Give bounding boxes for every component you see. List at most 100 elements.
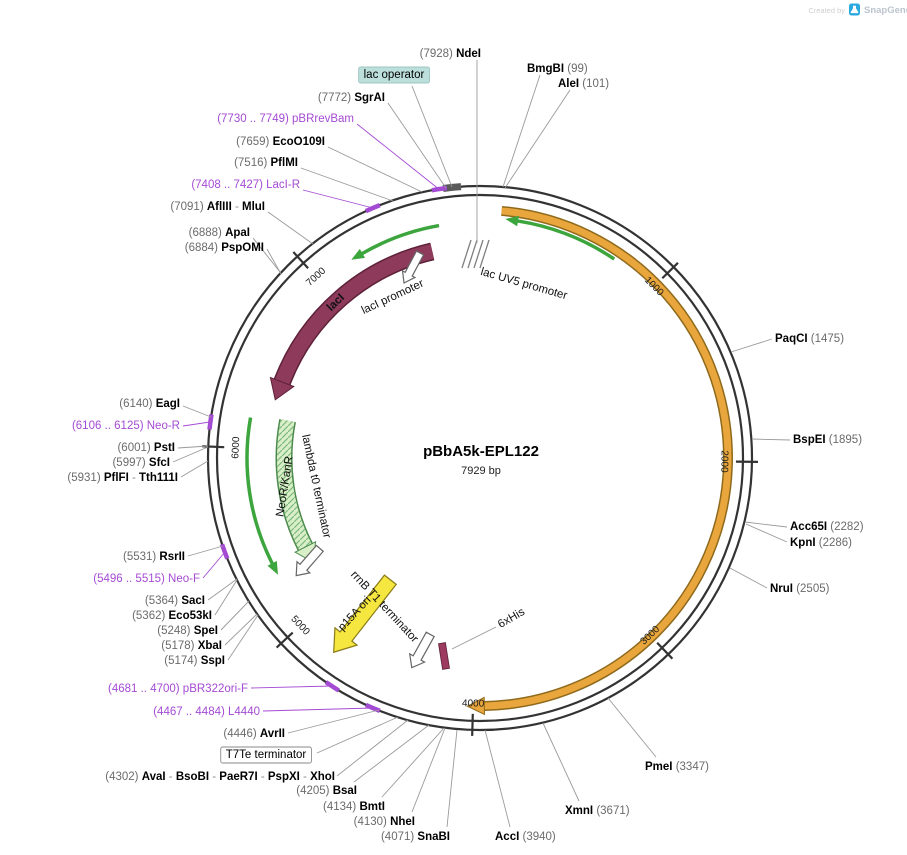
label-PmeI[interactable]: PmeI (3347) xyxy=(645,761,709,773)
label-Eco53kI[interactable]: (5362) Eco53kI xyxy=(132,610,212,622)
leader-line xyxy=(220,600,250,631)
label-KpnI[interactable]: KpnI (2286) xyxy=(790,537,852,549)
svg-text:KpnI (2286): KpnI (2286) xyxy=(790,537,852,549)
label-PaqCI[interactable]: PaqCI (1475) xyxy=(775,333,844,345)
leader-line xyxy=(504,89,571,189)
label-NruI[interactable]: NruI (2505) xyxy=(770,583,830,595)
label-SspI[interactable]: (5174) SspI xyxy=(164,655,225,667)
orf-frame-top[interactable] xyxy=(505,215,616,261)
lac-UV5-promoter[interactable]: lac UV5 promoter xyxy=(461,239,569,302)
scale-tick xyxy=(292,251,309,270)
leader-line xyxy=(381,727,445,798)
leader-line xyxy=(300,167,394,202)
scale-label: 4000 xyxy=(462,698,485,710)
label-SnaBI[interactable]: (4071) SnaBI xyxy=(381,831,450,843)
lac-UV5-promoter-label: lac UV5 promoter xyxy=(479,266,568,302)
label-AleI[interactable]: AleI (101) xyxy=(558,78,609,90)
6xHis-tag[interactable]: 6xHis xyxy=(438,606,528,670)
label-XmnI[interactable]: XmnI (3671) xyxy=(565,805,630,817)
orf-frame-upper-left[interactable] xyxy=(351,223,440,260)
leader-line xyxy=(182,421,211,427)
label-AvrII[interactable]: (4446) AvrII xyxy=(223,728,285,740)
svg-text:(5362) Eco53kI: (5362) Eco53kI xyxy=(132,610,212,622)
leader-line xyxy=(207,578,238,601)
svg-text:(5248) SpeI: (5248) SpeI xyxy=(157,625,218,637)
label-L4440[interactable]: (4467 .. 4484) L4440 xyxy=(153,706,260,718)
leader-line xyxy=(411,727,446,813)
label-PflFI-Tth111I[interactable]: (5931) PflFI - Tth111I xyxy=(67,472,178,484)
label-XbaI[interactable]: (5178) XbaI xyxy=(161,640,222,652)
svg-text:(7408 .. 7427) LacI-R: (7408 .. 7427) LacI-R xyxy=(191,179,300,191)
scale-label: 2000 xyxy=(718,450,729,473)
label-AvaI-BsoBI-PaeR7I-PspXI-XhoI[interactable]: (4302) AvaI - BsoBI - PaeR7I - PspXI - X… xyxy=(105,771,335,783)
label-AccI[interactable]: AccI (3940) xyxy=(495,831,556,843)
leader-line xyxy=(224,613,258,646)
scale-tick xyxy=(656,642,674,660)
leader-line xyxy=(411,85,453,188)
label-AflIII-MluI[interactable]: (7091) AflIII - MluI xyxy=(170,201,265,213)
svg-text:(6888) ApaI: (6888) ApaI xyxy=(189,227,250,239)
leader-line xyxy=(266,248,282,275)
label-pBR322ori-F[interactable]: (4681 .. 4700) pBR322ori-F xyxy=(108,683,248,695)
leader-line xyxy=(287,709,380,734)
primer-mark-Neo-R xyxy=(207,414,214,430)
label-PstI[interactable]: (6001) PstI xyxy=(117,442,175,454)
label-SpeI[interactable]: (5248) SpeI xyxy=(157,625,218,637)
label-Acc65I[interactable]: Acc65I (2282) xyxy=(790,521,864,533)
leader-line xyxy=(356,123,441,191)
label-RsrII[interactable]: (5531) RsrII xyxy=(123,551,185,563)
watermark-brand: SnapGene xyxy=(864,5,907,16)
orf-frame-left[interactable] xyxy=(245,417,278,575)
svg-text:(5174) SspI: (5174) SspI xyxy=(164,655,225,667)
label-LacI-R[interactable]: (7408 .. 7427) LacI-R xyxy=(191,179,300,191)
label-SgrAI[interactable]: (7772) SgrAI xyxy=(318,92,385,104)
label-NdeI[interactable]: (7928) NdeI xyxy=(420,48,481,60)
label-BspEI[interactable]: BspEI (1895) xyxy=(793,434,862,446)
label-SfcI[interactable]: (5997) SfcI xyxy=(112,457,170,469)
label-EagI[interactable]: (6140) EagI xyxy=(119,398,180,410)
lacI-cds[interactable]: lacI xyxy=(269,242,435,401)
neoR-kanR-cds[interactable]: NeoR/KanR xyxy=(274,418,317,563)
label-BsaI[interactable]: (4205) BsaI xyxy=(296,785,357,797)
leader-line xyxy=(202,551,226,579)
leader-line xyxy=(451,626,497,650)
leader-lines xyxy=(172,60,791,828)
svg-text:(4130) NheI: (4130) NheI xyxy=(354,816,415,828)
label-pBRrevBam[interactable]: (7730 .. 7749) pBRrevBam xyxy=(217,113,354,125)
label-ApaI[interactable]: (6888) ApaI xyxy=(189,227,250,239)
svg-text:(4302) AvaI - BsoBI - PaeR7I -: (4302) AvaI - BsoBI - PaeR7I - PspXI - X… xyxy=(105,771,335,783)
label-NheI[interactable]: (4130) NheI xyxy=(354,816,415,828)
backbone-circles xyxy=(206,184,754,732)
leader-line xyxy=(316,716,399,754)
label-lac-operator[interactable]: lac operator xyxy=(358,66,430,84)
primer-mark-Neo-F xyxy=(219,543,230,560)
plasmid-name: pBbA5k-EPL122 xyxy=(423,443,539,460)
label-EcoO109I[interactable]: (7659) EcoO109I xyxy=(236,136,325,148)
label-BmtI[interactable]: (4134) BmtI xyxy=(323,801,385,813)
svg-text:(4446) AvrII: (4446) AvrII xyxy=(223,728,285,740)
scale-tick xyxy=(661,262,679,280)
label-BmgBI[interactable]: BmgBI (99) xyxy=(527,63,588,75)
label-Neo-F[interactable]: (5496 .. 5515) Neo-F xyxy=(93,573,200,585)
svg-text:(5531) RsrII: (5531) RsrII xyxy=(123,551,185,563)
scale-tick xyxy=(275,631,294,649)
svg-text:(5496 .. 5515) Neo-F: (5496 .. 5515) Neo-F xyxy=(93,573,200,585)
label-Neo-R[interactable]: (6106 .. 6125) Neo-R xyxy=(72,420,180,432)
leader-line xyxy=(744,521,788,528)
leader-line xyxy=(502,74,541,188)
insert-cds[interactable] xyxy=(466,205,733,716)
leader-line xyxy=(729,567,768,589)
label-SacI[interactable]: (5364) SacI xyxy=(145,595,205,607)
leader-line xyxy=(252,237,281,273)
label-PspOMI[interactable]: (6884) PspOMI xyxy=(185,242,264,254)
label-box xyxy=(220,746,312,764)
primer-mark-pBR322ori-F xyxy=(324,680,340,693)
leader-line xyxy=(172,446,209,463)
leader-line xyxy=(484,729,511,828)
svg-text:(5997) SfcI: (5997) SfcI xyxy=(112,457,170,469)
label-T7Te-terminator[interactable]: T7Te terminator xyxy=(220,746,312,764)
label-PflMI[interactable]: (7516) PflMI xyxy=(234,157,298,169)
watermark: Created by SnapGene xyxy=(808,3,907,16)
